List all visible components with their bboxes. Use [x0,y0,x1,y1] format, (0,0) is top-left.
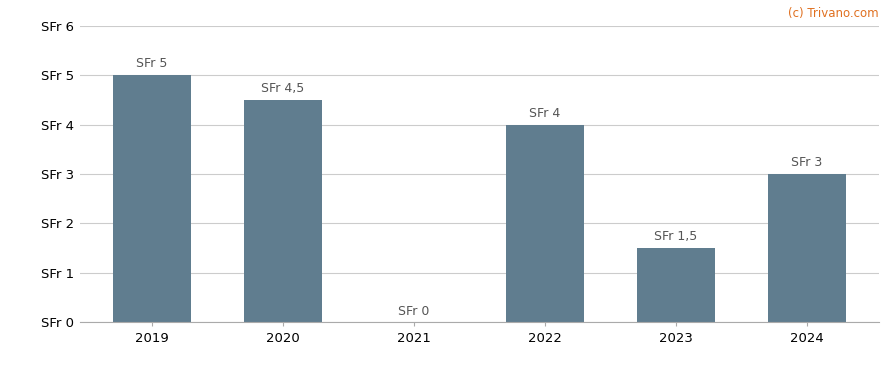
Bar [243,100,322,322]
Bar [113,75,191,322]
Text: SFr 0: SFr 0 [399,305,430,318]
Text: SFr 4: SFr 4 [529,107,560,120]
Bar [506,125,584,322]
Text: SFr 4,5: SFr 4,5 [261,82,305,95]
Bar [768,174,846,322]
Text: (c) Trivano.com: (c) Trivano.com [789,7,879,20]
Text: SFr 1,5: SFr 1,5 [654,230,698,243]
Text: SFr 5: SFr 5 [136,57,168,70]
Bar [637,248,716,322]
Text: SFr 3: SFr 3 [791,156,822,169]
